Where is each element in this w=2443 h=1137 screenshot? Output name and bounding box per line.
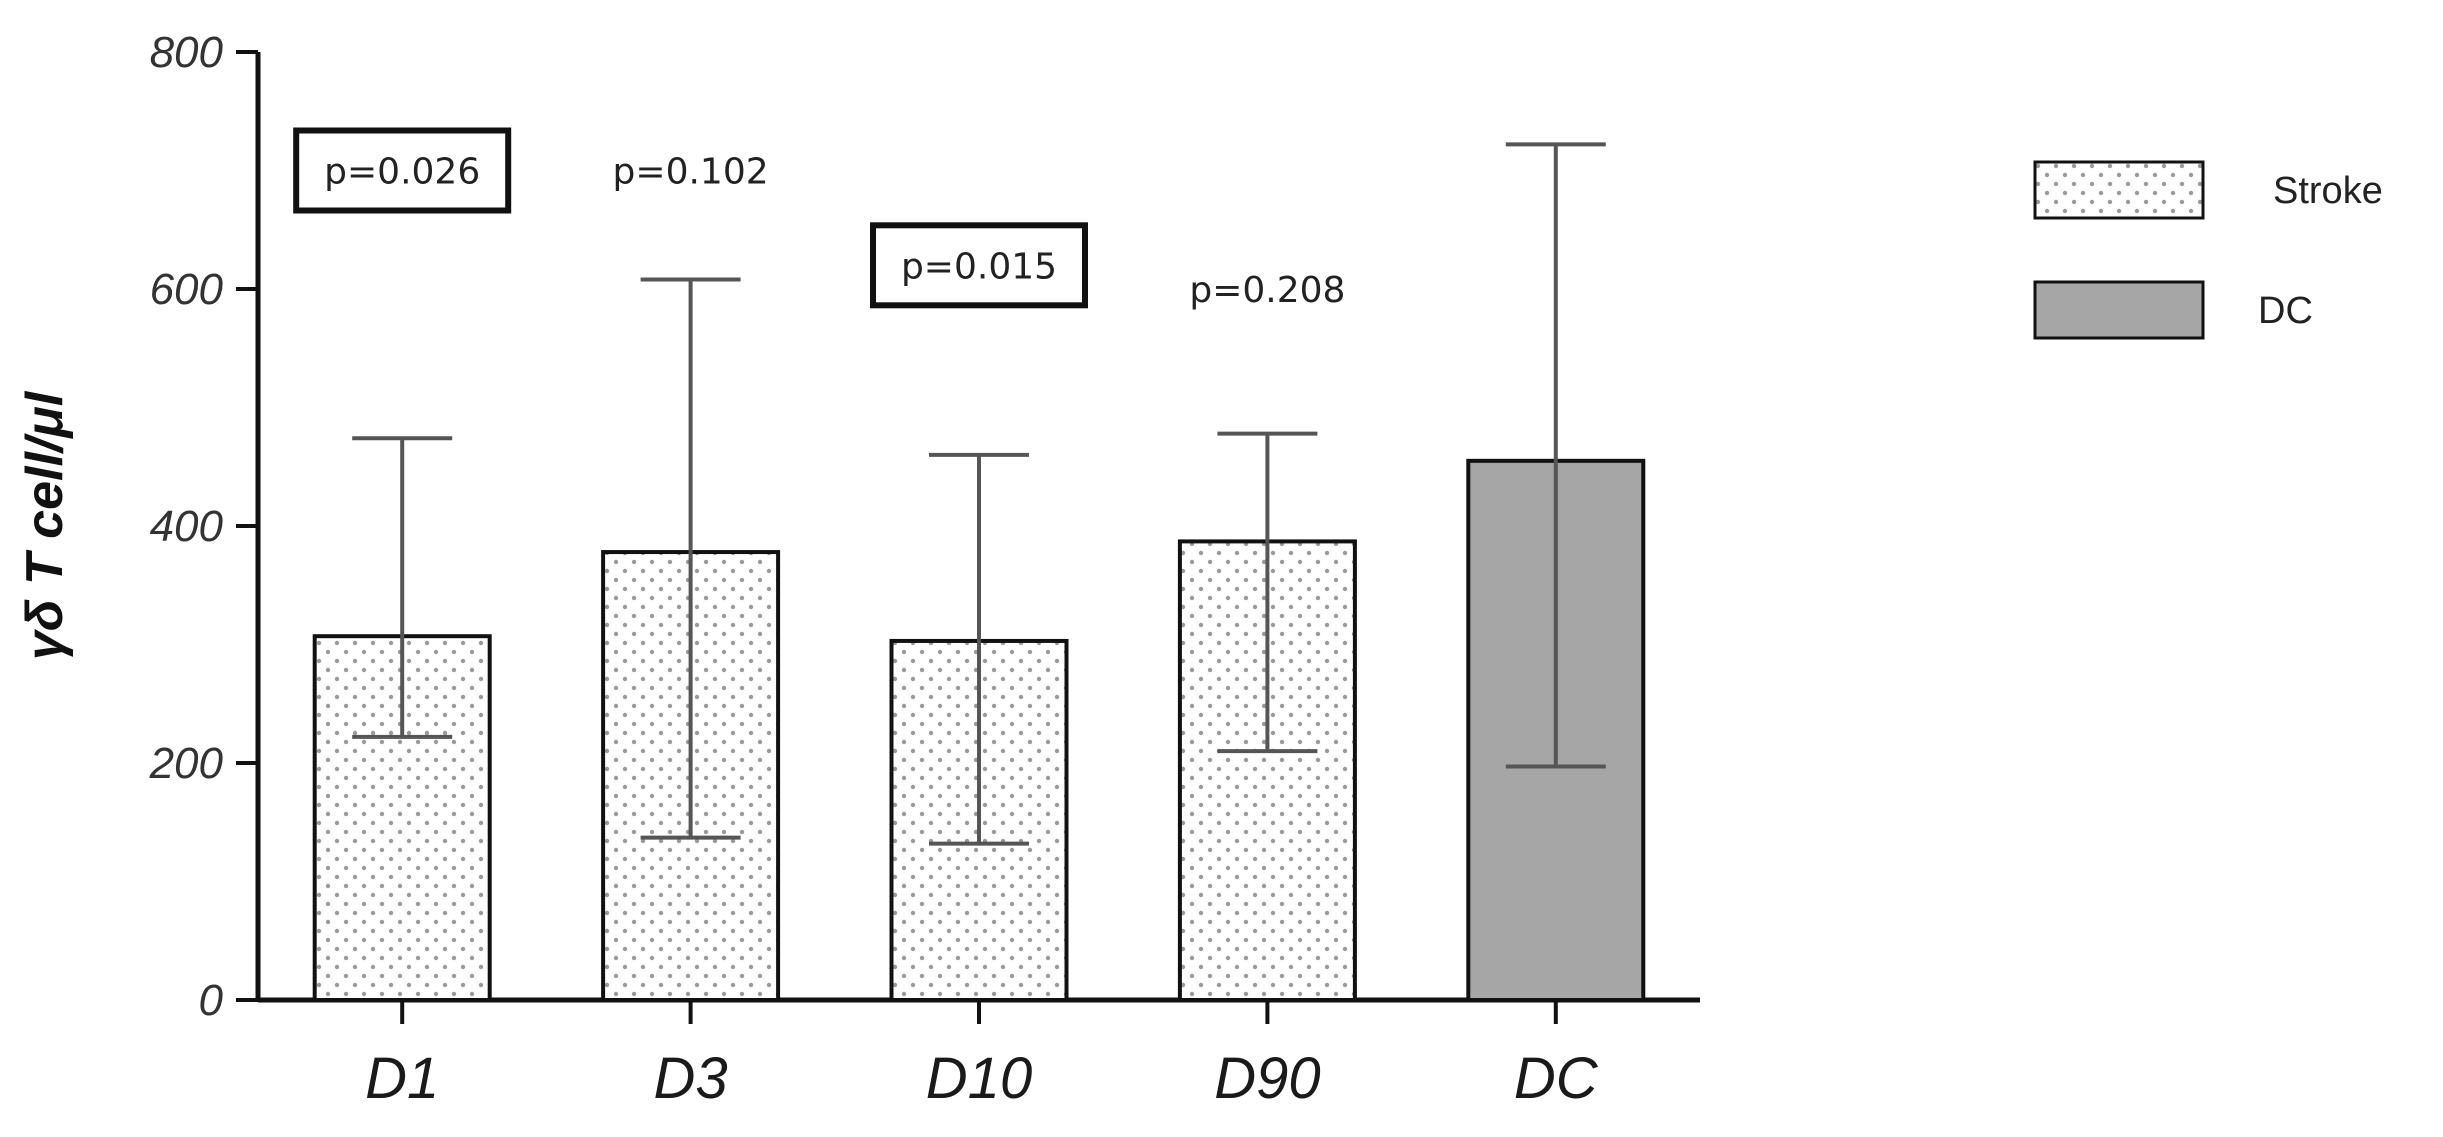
bar-d90 [1177, 539, 1357, 1003]
x-tick-label: D3 [654, 1046, 728, 1111]
x-tick-label: D10 [926, 1046, 1032, 1111]
x-tick-label: DC [1514, 1046, 1599, 1111]
y-axis-title: γδ T cell/μl [16, 390, 74, 660]
legend-label-stroke: Stroke [2273, 170, 2383, 212]
y-tick-label: 400 [150, 502, 224, 551]
y-tick-label: 0 [199, 976, 224, 1025]
y-tick-label: 200 [149, 739, 224, 788]
p-value-label: p=0.208 [1189, 270, 1345, 311]
y-tick-label: 600 [150, 265, 224, 314]
x-tick-label: D90 [1214, 1046, 1320, 1111]
legend-swatch-dc [2033, 280, 2205, 340]
p-value-box [870, 222, 1088, 309]
legend-label-dc: DC [2258, 290, 2313, 332]
x-tick-label: D1 [365, 1046, 439, 1111]
legend: Stroke DC [2033, 160, 2383, 340]
legend-swatch-stroke [2033, 160, 2205, 220]
p-value-label: p=0.026 [324, 152, 480, 193]
p-value-box [293, 127, 512, 214]
plot-area: 0 200 400 600 800 γδ T cell/μl D1 D3 D10 D90 DC p=0… [16, 28, 1700, 1111]
y-tick-label: 800 [150, 28, 224, 77]
p-value-label: p=0.102 [613, 152, 769, 193]
p-value-label: p=0.015 [901, 246, 1057, 287]
